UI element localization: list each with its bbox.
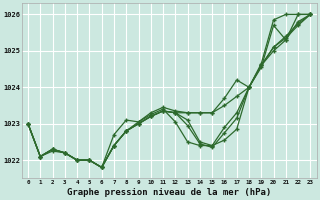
X-axis label: Graphe pression niveau de la mer (hPa): Graphe pression niveau de la mer (hPa) [67, 188, 271, 197]
